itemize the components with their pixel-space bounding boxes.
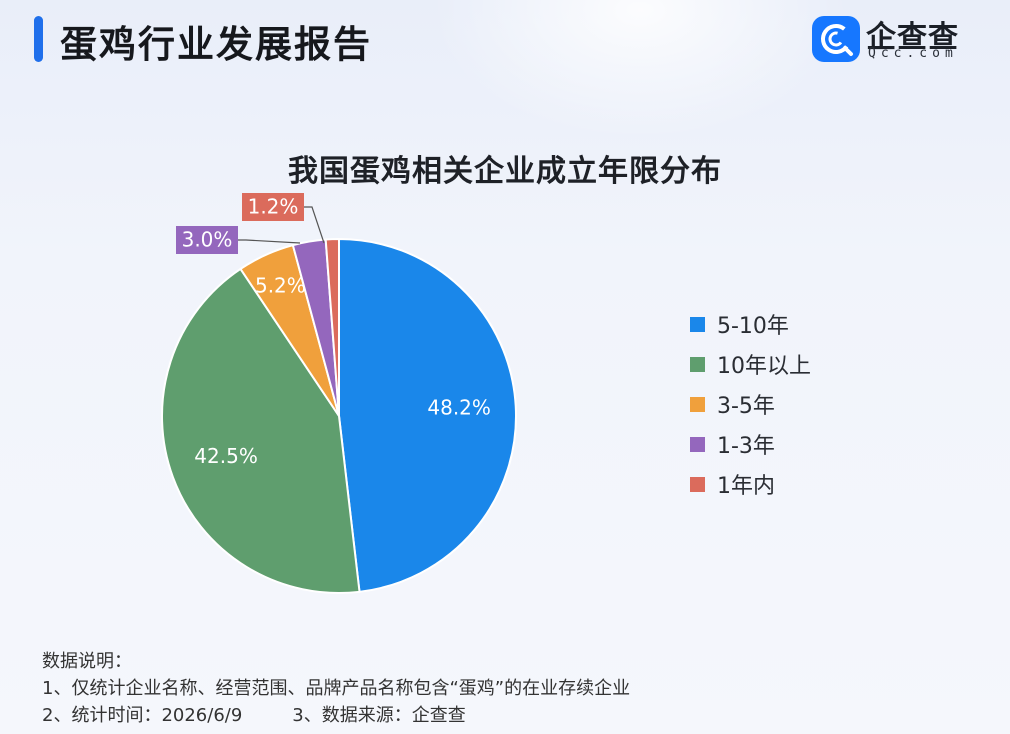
- data-label-1: 42.5%: [194, 444, 258, 468]
- pie-slice-0: [338, 237, 517, 593]
- notes-heading: 数据说明：: [42, 651, 132, 672]
- notes-data-source: 3、数据来源：企查查: [292, 705, 466, 726]
- chart-legend: 5-10年 10年以上 3-5年 1-3年 1年内: [690, 304, 811, 504]
- data-label-0: 48.2%: [427, 396, 491, 420]
- logo-name: 企查查: [866, 20, 959, 55]
- notes-stat-time: 2、统计时间：2026/6/9: [42, 705, 243, 726]
- legend-item-2: 3-5年: [690, 384, 811, 424]
- legend-label-2: 3-5年: [717, 394, 775, 419]
- page-title: 蛋鸡行业发展报告: [60, 23, 372, 66]
- legend-item-0: 5-10年: [690, 304, 811, 344]
- data-notes: 数据说明： 1、仅统计企业名称、经营范围、品牌产品名称包含“蛋鸡”的在业存续企业…: [42, 648, 630, 729]
- legend-label-3: 1-3年: [717, 434, 775, 459]
- notes-line-2: 2、统计时间：2026/6/9 3、数据来源：企查查: [42, 702, 630, 729]
- data-label-4: 1.2%: [248, 195, 299, 219]
- pie-slice-1: [161, 267, 361, 594]
- legend-label-0: 5-10年: [717, 314, 789, 339]
- callout-box-4: [242, 193, 304, 221]
- chart-title: 我国蛋鸡相关企业成立年限分布: [288, 154, 722, 189]
- legend-item-1: 10年以上: [690, 344, 811, 384]
- legend-swatch-2: [690, 396, 705, 412]
- legend-item-3: 1-3年: [690, 424, 811, 464]
- callout-line-3: [238, 239, 301, 244]
- header-accent-bar: [34, 16, 43, 62]
- data-label-2: 5.2%: [255, 274, 306, 298]
- data-label-3: 3.0%: [182, 228, 233, 252]
- legend-swatch-1: [690, 356, 705, 372]
- legend-swatch-4: [690, 476, 705, 492]
- legend-label-1: 10年以上: [717, 354, 811, 379]
- legend-label-4: 1年内: [717, 474, 775, 499]
- logo-domain: Qcc.com: [868, 46, 958, 61]
- legend-item-4: 1年内: [690, 464, 811, 504]
- callout-box-3: [176, 226, 238, 254]
- qcc-logo-icon: [812, 16, 860, 62]
- callout-line-4: [304, 206, 325, 244]
- legend-swatch-0: [690, 316, 705, 332]
- notes-line-1: 1、仅统计企业名称、经营范围、品牌产品名称包含“蛋鸡”的在业存续企业: [42, 678, 631, 699]
- legend-swatch-3: [690, 436, 705, 452]
- pie-slice-4: [324, 237, 340, 417]
